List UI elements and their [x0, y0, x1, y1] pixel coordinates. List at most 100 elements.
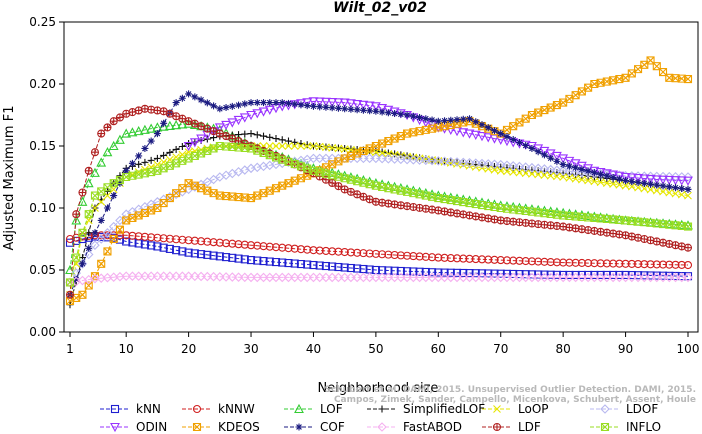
- data-point: [246, 110, 256, 121]
- data-point: [227, 272, 238, 282]
- data-point: [96, 157, 107, 167]
- data-point: [489, 159, 500, 170]
- x-tick-label: 10: [119, 342, 134, 356]
- data-point: [396, 272, 406, 283]
- legend-item-LDF: LDF: [482, 420, 541, 434]
- data-point: [216, 105, 224, 113]
- x-tick-label: 1: [66, 342, 74, 356]
- series-layer: [65, 56, 693, 309]
- data-point: [90, 148, 100, 157]
- data-point: [565, 270, 574, 280]
- data-point: [97, 231, 106, 240]
- data-point: [408, 272, 419, 283]
- data-point: [390, 266, 399, 275]
- data-point: [677, 190, 686, 199]
- data-point: [515, 165, 523, 173]
- data-point: [634, 183, 642, 192]
- data-point: [377, 272, 387, 283]
- data-point: [627, 182, 636, 191]
- data-point: [515, 168, 524, 177]
- data-point: [272, 135, 280, 143]
- data-point: [303, 142, 312, 150]
- data-point: [172, 246, 181, 255]
- data-point: [246, 256, 256, 265]
- series-line-ODIN: [188, 100, 689, 182]
- data-point: [160, 119, 168, 127]
- data-point: [165, 271, 175, 281]
- data-point: [141, 144, 149, 152]
- legend-label: LDF: [518, 420, 541, 434]
- data-point: [278, 142, 287, 150]
- data-point: [327, 98, 338, 108]
- data-point: [484, 269, 493, 278]
- y-tick-label: 0.00: [29, 325, 56, 339]
- legend-item-LOF: LOF: [284, 402, 343, 416]
- data-point: [316, 103, 324, 111]
- data-point: [433, 156, 444, 166]
- data-point: [528, 166, 536, 174]
- data-point: [172, 145, 180, 153]
- data-point: [78, 234, 87, 244]
- data-point: [96, 234, 106, 244]
- data-point: [260, 99, 268, 107]
- data-point: [377, 104, 388, 114]
- data-point: [115, 235, 124, 244]
- data-point: [590, 259, 599, 268]
- data-point: [247, 130, 255, 138]
- data-point: [596, 270, 605, 280]
- data-point: [658, 260, 668, 269]
- series-ODIN: [183, 97, 693, 186]
- data-point: [128, 231, 137, 240]
- x-tick-label: 40: [306, 342, 321, 356]
- data-point: [540, 257, 549, 266]
- data-point: [515, 256, 524, 265]
- data-point: [503, 133, 511, 141]
- data-point: [78, 188, 87, 197]
- data-point: [203, 250, 212, 259]
- legend-marker: [295, 423, 303, 431]
- data-point: [77, 196, 88, 206]
- data-point: [147, 241, 156, 250]
- data-point: [684, 185, 692, 193]
- data-point: [452, 268, 462, 277]
- data-point: [108, 140, 119, 151]
- data-point: [234, 254, 243, 263]
- data-point: [664, 218, 675, 228]
- data-point: [378, 108, 386, 116]
- data-point: [396, 251, 405, 260]
- data-point: [503, 164, 511, 172]
- data-point: [341, 105, 349, 113]
- data-point: [633, 173, 643, 184]
- data-point: [659, 182, 667, 190]
- data-point: [314, 97, 325, 107]
- data-point: [633, 272, 643, 283]
- data-point: [527, 257, 536, 266]
- data-point: [197, 237, 206, 246]
- y-tick-label: 0.05: [29, 263, 56, 277]
- legend-marker: [378, 405, 386, 413]
- data-point: [683, 172, 693, 182]
- data-point: [577, 167, 587, 178]
- data-point: [520, 162, 531, 172]
- data-point: [547, 154, 555, 162]
- data-point: [572, 164, 580, 172]
- data-point: [246, 241, 256, 250]
- data-point: [353, 248, 362, 257]
- data-point: [72, 253, 81, 262]
- data-point: [115, 134, 125, 144]
- data-point: [477, 158, 487, 169]
- data-point: [497, 130, 505, 138]
- data-point: [209, 238, 218, 247]
- data-point: [315, 246, 324, 255]
- data-point: [266, 99, 274, 107]
- data-point: [522, 142, 530, 150]
- data-point: [241, 100, 249, 108]
- data-point: [159, 243, 168, 252]
- data-point: [210, 102, 218, 110]
- data-point: [439, 156, 450, 167]
- data-point: [440, 253, 449, 262]
- data-point: [85, 244, 93, 252]
- data-point: [490, 255, 499, 264]
- data-point: [327, 272, 337, 283]
- data-point: [484, 124, 492, 132]
